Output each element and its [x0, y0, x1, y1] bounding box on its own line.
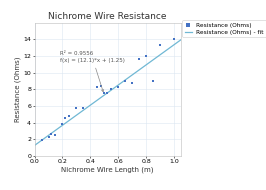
Point	[102, 92, 106, 95]
Point	[109, 88, 113, 91]
Point	[74, 106, 78, 109]
Point	[95, 85, 99, 88]
Point	[130, 81, 134, 84]
Point	[144, 55, 148, 58]
Title: Nichrome Wire Resistance: Nichrome Wire Resistance	[48, 12, 167, 21]
Legend: Resistance (Ohms), Resistance (Ohms) - fit: Resistance (Ohms), Resistance (Ohms) - f…	[182, 20, 266, 37]
Point	[123, 79, 127, 82]
Point	[81, 106, 85, 109]
Point	[49, 133, 53, 136]
Point	[116, 85, 120, 88]
Point	[67, 114, 72, 117]
Point	[53, 134, 58, 137]
Point	[60, 123, 65, 126]
Point	[172, 37, 176, 40]
Point	[39, 139, 44, 142]
Point	[74, 107, 78, 110]
Point	[158, 44, 162, 47]
Point	[99, 84, 103, 87]
Point	[63, 117, 67, 120]
X-axis label: Nichrome Wire Length (m): Nichrome Wire Length (m)	[61, 166, 154, 173]
Text: R² = 0.9556
f(x) = (12.1)*x + (1.25): R² = 0.9556 f(x) = (12.1)*x + (1.25)	[60, 51, 124, 92]
Point	[137, 58, 141, 61]
Point	[172, 38, 176, 41]
Point	[151, 79, 155, 82]
Y-axis label: Resistance (Ohms): Resistance (Ohms)	[15, 57, 21, 122]
Point	[105, 91, 109, 94]
Point	[46, 135, 51, 138]
